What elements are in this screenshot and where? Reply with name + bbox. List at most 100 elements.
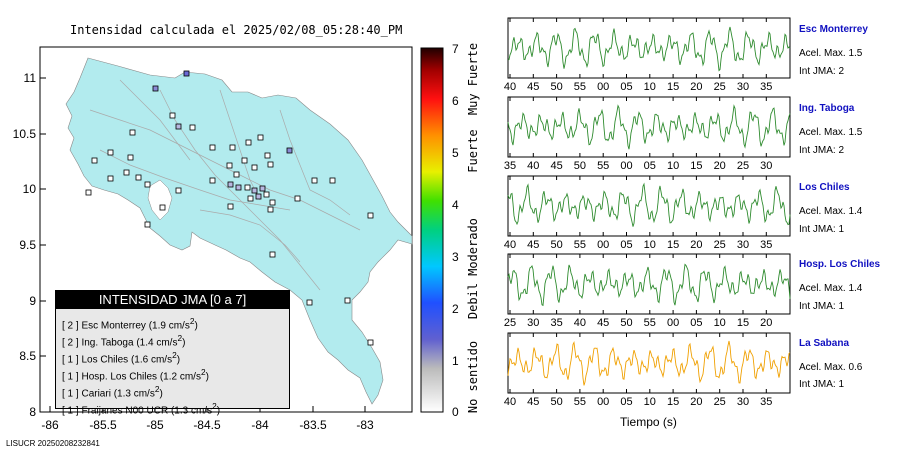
map-x-tick: -86 <box>41 418 59 432</box>
legend-intensity: [ 1 ] <box>62 371 79 383</box>
map-y-tick: 10.5 <box>12 127 36 141</box>
legend-value: (1.2 cm/s <box>159 371 201 383</box>
station-name: Los Chiles <box>799 182 850 193</box>
map-y-tick: 9 <box>29 294 36 308</box>
waveform-tick-label: 55 <box>643 317 656 329</box>
waveform-tick-label: 10 <box>643 396 656 408</box>
waveform-tick-label: 45 <box>597 317 610 329</box>
waveform-tick-label: 00 <box>597 81 610 93</box>
waveform-frame <box>507 96 791 158</box>
waveform-tick-label: 45 <box>550 160 563 172</box>
map-x-tick: -84 <box>251 418 269 432</box>
colorbar-tick: 4 <box>452 198 459 212</box>
waveform-tick-label: 05 <box>643 160 656 172</box>
colorbar-tick: 7 <box>452 42 459 56</box>
waveform-tick-label: 50 <box>550 396 563 408</box>
waveform-tick-label: 15 <box>690 160 703 172</box>
legend-row: [ 1 ] Hosp. Los Chiles (1.2 cm/s2) <box>56 364 289 383</box>
waveform-tick-label: 05 <box>620 396 633 408</box>
map-x-tick: -84.5 <box>193 418 221 432</box>
intensity-colorbar <box>420 47 444 413</box>
waveform-tick-label: 40 <box>503 81 517 93</box>
station-name: Ing. Taboga <box>799 103 855 114</box>
waveform-tick-label: 15 <box>666 239 680 251</box>
waveform-tick-label: 20 <box>760 317 773 329</box>
station-acel: Acel. Max. 1.5 <box>799 127 863 138</box>
station-int: Int JMA: 1 <box>799 379 845 390</box>
waveform-tick-label: 45 <box>527 239 540 251</box>
legend-intensity: [ 1 ] <box>62 354 79 366</box>
costa-rica-landmass <box>65 57 413 405</box>
legend-intensity: [ 2 ] <box>62 320 79 332</box>
legend-value: (1.9 cm/s <box>148 320 190 332</box>
waveform-tick-label: 25 <box>713 239 726 251</box>
waveform-tick-label: 25 <box>736 160 750 172</box>
legend-value-close: ) <box>159 388 163 400</box>
legend-station: Ing. Taboga <box>81 337 134 349</box>
waveform-tick-label: 30 <box>760 160 773 172</box>
waveform-trace <box>507 182 791 227</box>
legend-row: [ 1 ] Fraijanes N00 UCR (1.3 cm/s2) <box>56 398 289 417</box>
waveform-tick-label: 40 <box>503 239 517 251</box>
colorbar-tick: 1 <box>452 354 459 368</box>
waveform-tick-label: 20 <box>690 239 703 251</box>
legend-row: [ 2 ] Esc Monterrey (1.9 cm/s2) <box>56 313 289 332</box>
waveform-tick-label: 45 <box>527 81 540 93</box>
map-title: Intensidad calculada el 2025/02/08_05:28… <box>70 23 403 37</box>
legend-value-close: ) <box>205 371 209 383</box>
waveform-tick-label: 40 <box>527 160 540 172</box>
waveform-trace <box>507 340 791 386</box>
station-acel: Acel. Max. 1.5 <box>799 48 863 59</box>
map-y-tick: 8.5 <box>19 349 36 363</box>
waveform-tick-label: 20 <box>690 81 703 93</box>
colorbar-category: Fuerte <box>466 129 480 173</box>
waveform-tick-label: 15 <box>666 81 680 93</box>
legend-station: Esc Monterrey <box>81 320 146 332</box>
colorbar-tick: 0 <box>452 405 459 419</box>
map-y-tick: 8 <box>29 405 36 419</box>
waveform-tick-label: 40 <box>573 317 587 329</box>
colorbar-tick: 2 <box>452 302 459 316</box>
legend-unit-exponent: 2 <box>189 316 195 326</box>
station-acel: Acel. Max. 1.4 <box>799 283 863 294</box>
waveform-tick-label: 05 <box>620 239 633 251</box>
waveform-frame <box>507 253 791 315</box>
map-y-tick: 11 <box>23 71 36 85</box>
legend-value-close: ) <box>216 405 221 417</box>
waveform-tick-label: 50 <box>550 81 563 93</box>
station-name: Hosp. Los Chiles <box>799 259 881 270</box>
waveform-tick-label: 55 <box>597 160 610 172</box>
legend-station: Fraijanes N00 UCR <box>81 405 169 417</box>
map-x-tick: -85.5 <box>89 418 117 432</box>
waveform-tick-label: 00 <box>620 160 633 172</box>
legend-unit-exponent: 2 <box>212 401 217 411</box>
waveform-tick-label: 15 <box>736 317 750 329</box>
footer-id: LISUCR 20250208232841 <box>6 439 100 448</box>
waveform-tick-label: 35 <box>760 81 773 93</box>
legend-value-close: ) <box>194 320 198 332</box>
station-name: Esc Monterrey <box>799 24 868 35</box>
station-acel: Acel. Max. 1.4 <box>799 206 863 217</box>
colorbar-tick: 6 <box>452 94 459 108</box>
waveform-tick-label: 40 <box>503 396 517 408</box>
waveform-tick-label: 25 <box>713 81 726 93</box>
waveform-tick-label: 05 <box>620 81 633 93</box>
waveform-tick-label: 25 <box>713 396 726 408</box>
colorbar-category: No sentido <box>466 340 480 414</box>
legend-intensity: [ 2 ] <box>62 337 79 349</box>
waveform-tick-label: 10 <box>643 81 656 93</box>
waveform-x-axis-title: Tiempo (s) <box>620 415 677 429</box>
map-x-tick: -85 <box>146 418 164 432</box>
waveform-tick-label: 00 <box>666 317 680 329</box>
colorbar-tick: 5 <box>452 146 459 160</box>
waveform-trace <box>507 263 791 307</box>
waveform-tick-label: 00 <box>597 396 610 408</box>
waveform-tick-label: 50 <box>550 239 563 251</box>
legend-value: (1.4 cm/s <box>136 337 178 349</box>
waveform-tick-label: 25 <box>503 317 517 329</box>
waveform-tick-label: 55 <box>573 396 587 408</box>
waveform-tick-label: 10 <box>666 160 680 172</box>
legend-station: Los Chiles <box>81 354 129 366</box>
station-int: Int JMA: 1 <box>799 301 845 312</box>
legend-unit-exponent: 2 <box>177 333 183 343</box>
